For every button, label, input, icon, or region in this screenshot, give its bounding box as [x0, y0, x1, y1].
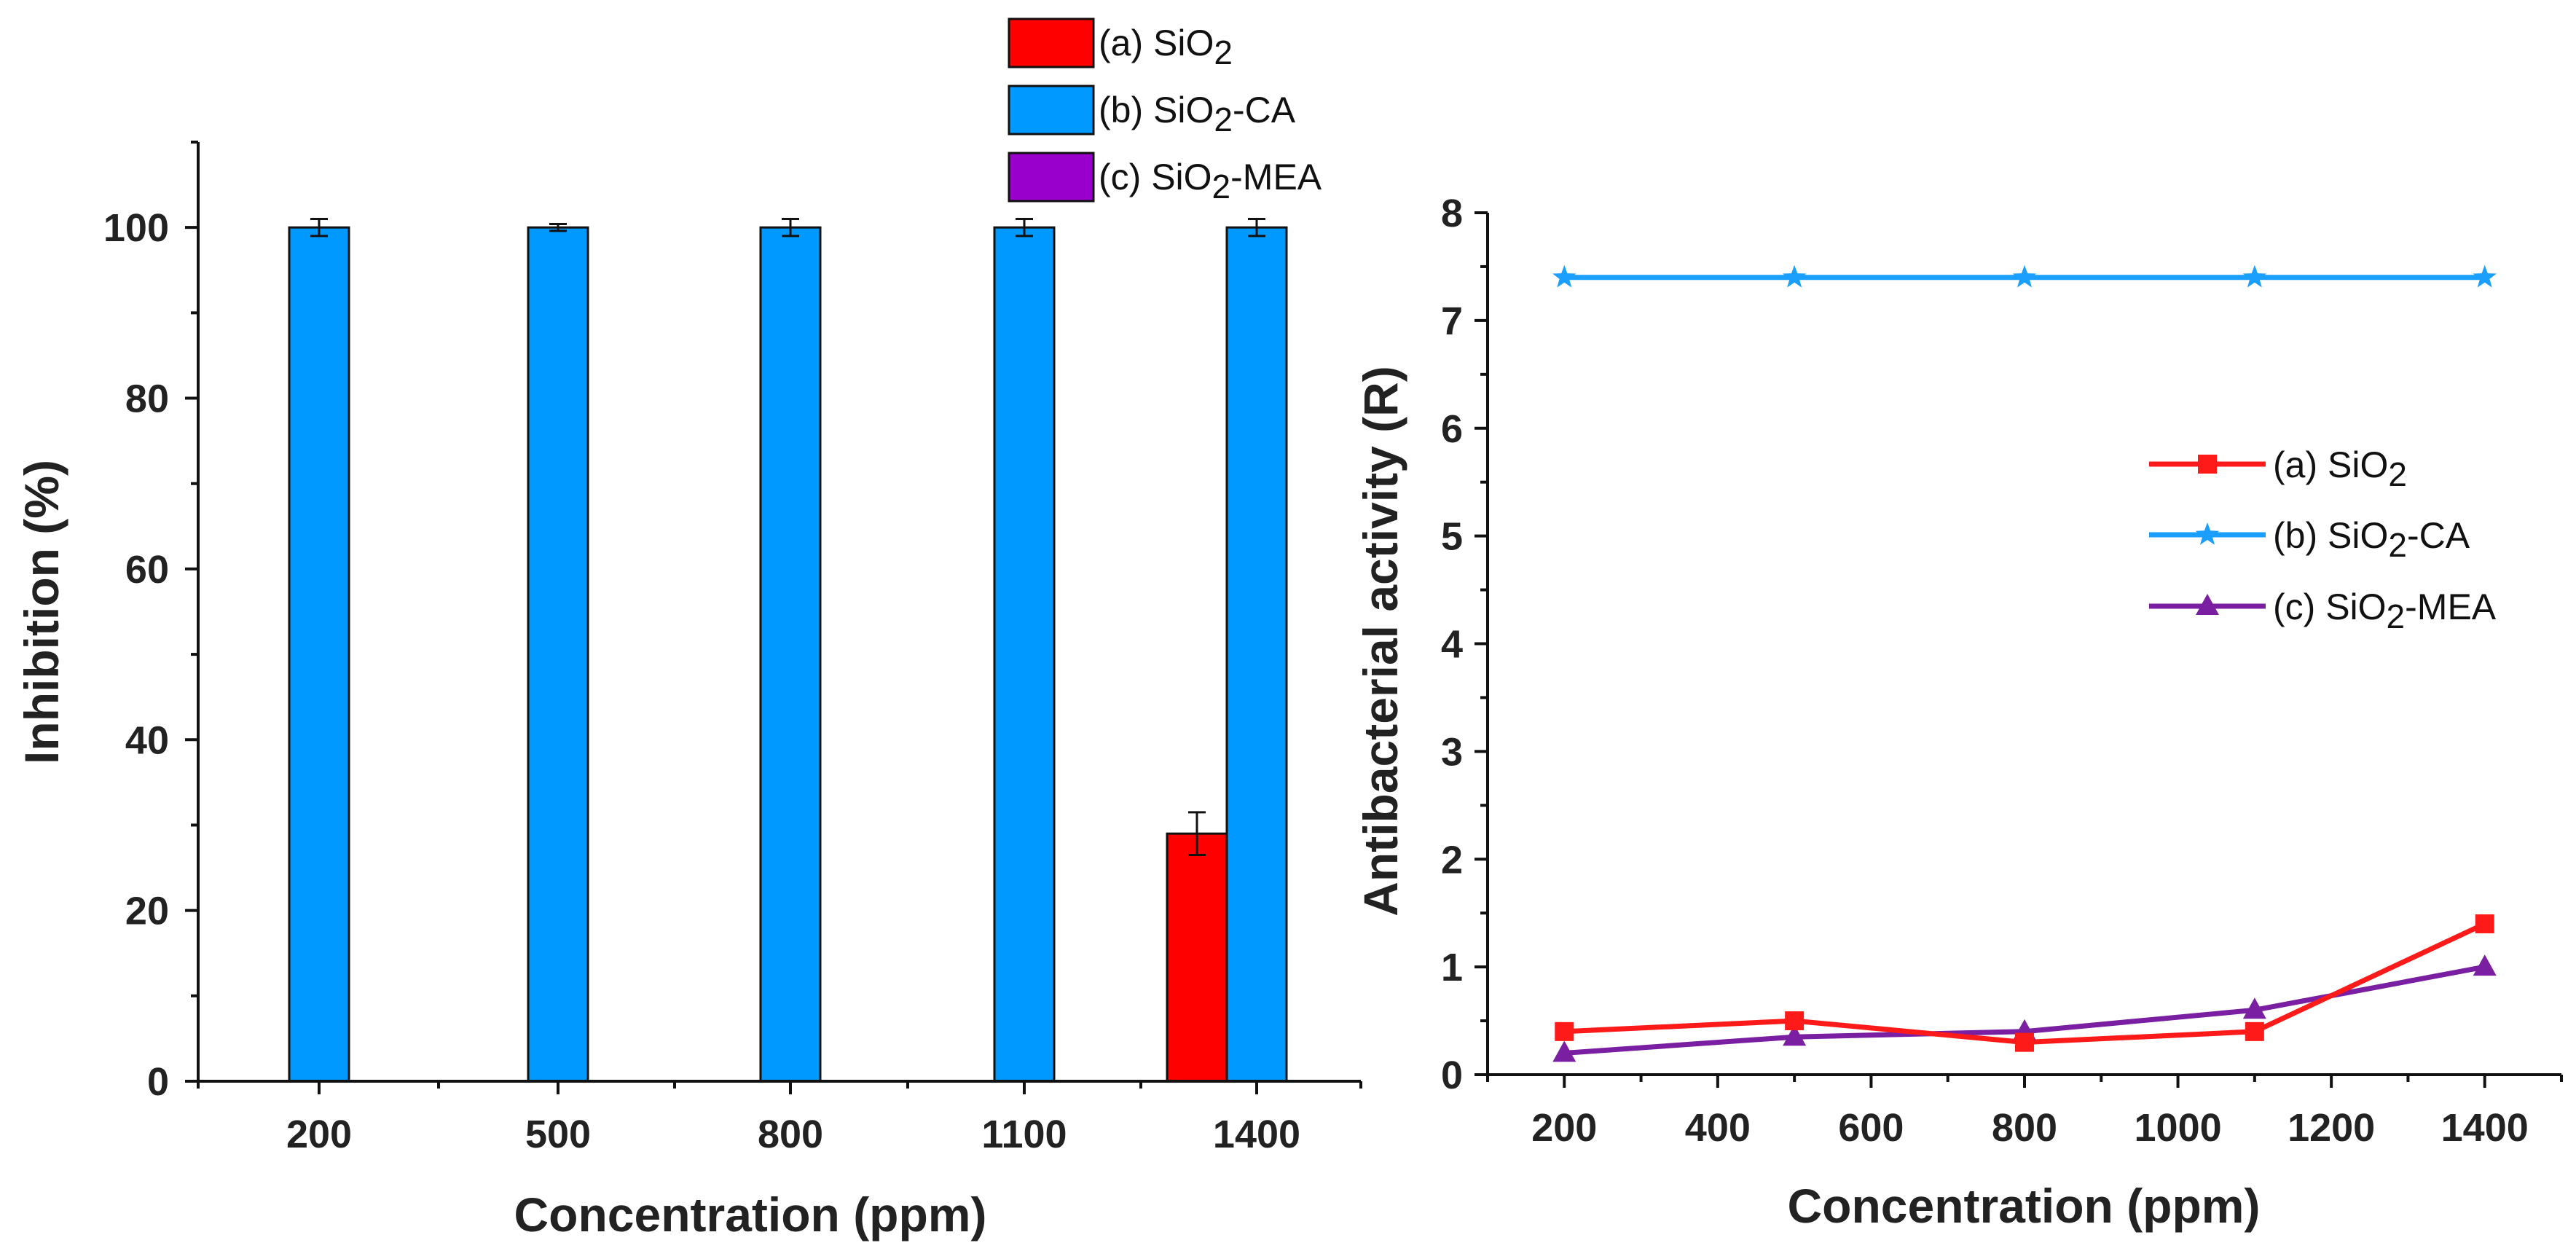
bar-y-tick-label: 40 [125, 718, 169, 762]
bar-sio2 [1166, 832, 1228, 1083]
bar-y-axis-title: Inhibition (%) [15, 460, 68, 764]
line-y-tick-label: 2 [1441, 838, 1463, 882]
line-y-ticks: 0 1 2 3 4 5 6 7 8 [1441, 192, 1488, 1097]
line-sio2-point [2475, 914, 2494, 933]
bar-sio2-ca [527, 226, 589, 1083]
bar-x-tick-label: 800 [758, 1113, 823, 1156]
bar-legend-swatch [1008, 152, 1095, 203]
line-sio2-mea-point [1783, 1024, 1807, 1046]
bar-chart: 0 20 40 60 80 100 200 500 800 1100 1400 Concentra… [15, 17, 1362, 1242]
line-sio2-ca-point [2473, 264, 2497, 288]
line-y-tick-label: 7 [1441, 299, 1463, 343]
line-sio2-ca-point [1783, 264, 1807, 288]
line-legend-label-sub: 2 [2388, 455, 2407, 493]
bar-x-tick-label: 200 [286, 1113, 352, 1156]
line-legend-label: (a) SiO2 [2273, 444, 2407, 493]
bar-sio2-ca [993, 226, 1056, 1083]
bar-legend-label-sub: 2 [1212, 168, 1231, 205]
line-legend-label: (c) SiO2-MEA [2273, 587, 2497, 635]
bar-legend-label-suffix: -CA [1233, 90, 1296, 130]
bar-x-tick-label: 500 [525, 1113, 591, 1156]
line-x-tick-label: 600 [1838, 1106, 1904, 1150]
line-legend-label-base: (a) SiO [2273, 444, 2388, 485]
bar-legend-label-sub: 2 [1214, 101, 1233, 138]
bar-y-tick-label: 0 [147, 1060, 169, 1104]
bar-legend-label-base: (b) SiO [1099, 90, 1214, 130]
line-y-tick-label: 1 [1441, 946, 1463, 989]
bar-legend-label-sub: 2 [1214, 34, 1233, 71]
bar-series [288, 217, 1288, 1083]
line-y-tick-label: 5 [1441, 515, 1463, 559]
line-x-tick-label: 400 [1685, 1106, 1751, 1150]
line-x-tick-label: 1000 [2135, 1106, 2222, 1150]
line-sio2-ca-point [2012, 264, 2037, 288]
line-legend-label-sub: 2 [2387, 597, 2406, 635]
line-legend-label-base: (b) SiO [2273, 515, 2388, 556]
line-x-axis-title: Concentration (ppm) [1788, 1179, 2261, 1233]
bar-x-ticks: 200 500 800 1100 1400 [197, 1081, 1362, 1156]
line-series [1552, 264, 2497, 1062]
bar-legend-label: (a) SiO2 [1099, 23, 1233, 71]
bar-legend-label-suffix: -MEA [1230, 157, 1322, 197]
line-legend-label-suffix: -CA [2407, 515, 2470, 556]
line-y-axis-title: Antibacterial activity (R) [1354, 366, 1407, 917]
bar-y-tick-label: 80 [125, 377, 169, 421]
line-y-tick-label: 4 [1441, 623, 1463, 667]
line-chart: 0 1 2 3 4 5 6 7 8 200 400 600 800 1000 1200 1400 Conce… [1354, 192, 2563, 1233]
line-x-tick-label: 800 [1992, 1106, 2057, 1150]
bar-sio2-ca [759, 226, 822, 1083]
line-legend-label-suffix: -MEA [2405, 587, 2497, 627]
line-sio2-mea-point [2473, 954, 2497, 976]
bar-y-ticks: 0 20 40 60 80 100 [103, 141, 198, 1104]
line-y-tick-label: 6 [1441, 407, 1463, 451]
line-sio2-mea-point [1552, 1040, 1576, 1062]
line-sio2-ca-point [2242, 264, 2266, 288]
line-sio2-mea-point [2242, 997, 2266, 1019]
bar-y-tick-label: 20 [125, 890, 169, 933]
bar-sio2-ca [1225, 226, 1288, 1083]
bar-x-tick-label: 1100 [981, 1113, 1067, 1156]
line-legend-label: (b) SiO2-CA [2273, 515, 2470, 564]
bar-legend-swatch [1008, 17, 1095, 68]
bar-legend-label-base: (c) SiO [1099, 157, 1212, 197]
bar-legend-swatch [1008, 85, 1095, 136]
bar-legend-label: (c) SiO2-MEA [1099, 157, 1322, 205]
line-sio2-point [1785, 1011, 1805, 1031]
bar-sio2-ca [288, 226, 350, 1083]
line-sio2-ca-point [1552, 264, 1576, 288]
line-legend-label-base: (c) SiO [2273, 587, 2387, 627]
bar-legend-label-base: (a) SiO [1099, 23, 1214, 63]
bar-y-tick-label: 100 [103, 206, 169, 250]
line-x-tick-label: 1200 [2288, 1106, 2375, 1150]
line-legend-label-sub: 2 [2388, 526, 2407, 564]
line-y-tick-label: 8 [1441, 192, 1463, 235]
line-sio2-point [2245, 1021, 2264, 1041]
bar-y-tick-label: 60 [125, 548, 169, 592]
line-y-tick-label: 3 [1441, 730, 1463, 774]
line-legend: (a) SiO2(b) SiO2-CA(c) SiO2-MEA [2149, 444, 2497, 635]
line-x-tick-label: 1400 [2441, 1106, 2529, 1150]
line-sio2-point [1555, 1021, 1574, 1041]
line-y-tick-label: 0 [1441, 1054, 1463, 1097]
line-sio2-point [2015, 1032, 2034, 1052]
line-legend-marker [2196, 594, 2219, 615]
bar-x-axis-title: Concentration (ppm) [514, 1188, 987, 1242]
line-x-tick-label: 200 [1531, 1106, 1597, 1150]
bar-legend-label: (b) SiO2-CA [1099, 90, 1296, 138]
bar-x-tick-label: 1400 [1213, 1113, 1300, 1156]
line-legend-marker [2195, 522, 2220, 545]
line-legend-marker [2198, 455, 2217, 474]
bar-legend: (a) SiO2(b) SiO2-CA(c) SiO2-MEA [1008, 17, 1322, 205]
line-x-ticks: 200 400 600 800 1000 1200 1400 [1486, 1075, 2563, 1150]
